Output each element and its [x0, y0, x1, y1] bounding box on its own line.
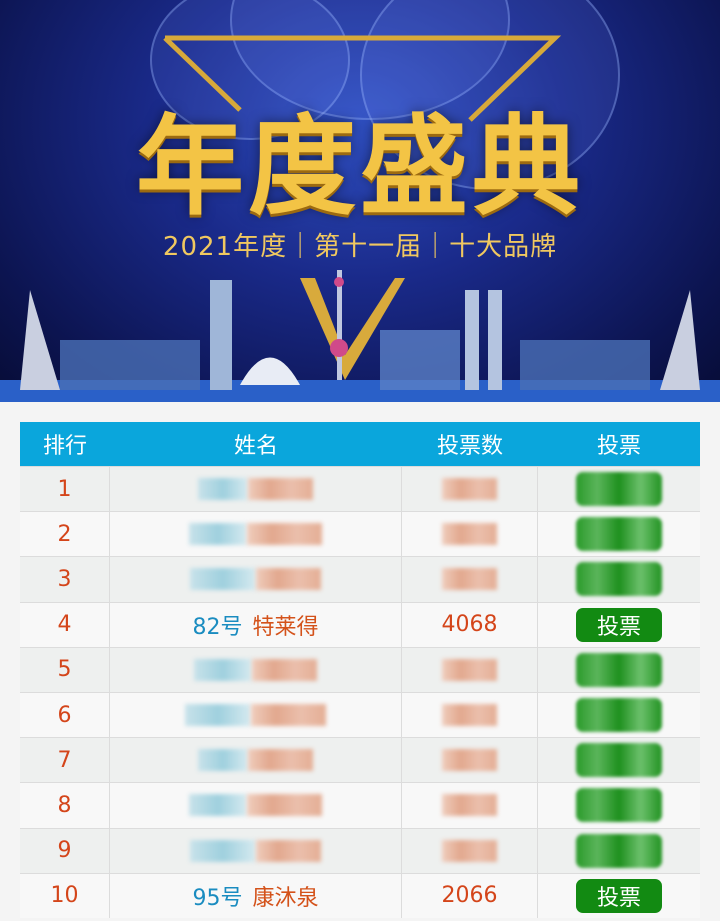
city-skyline-image	[0, 270, 720, 402]
rank: 4	[57, 612, 72, 638]
table-row: 9	[20, 827, 700, 873]
vote-button[interactable]	[576, 517, 662, 552]
header-vote: 投票	[596, 434, 641, 459]
votes-cell-blurred	[402, 467, 538, 512]
name-cell-blurred	[110, 467, 402, 512]
table-row: 8	[20, 782, 700, 828]
banner-subtitle: 2021年度｜第十一届｜十大品牌	[162, 232, 558, 262]
vote-button[interactable]	[576, 788, 662, 823]
flower-petal-decoration	[150, 0, 350, 140]
header-rank: 排行	[42, 434, 87, 459]
name-cell-blurred	[110, 692, 402, 738]
vote-count: 2066	[441, 883, 498, 909]
votes-cell-blurred	[402, 647, 538, 692]
rank: 8	[57, 792, 72, 818]
table-row: 4 82号 特莱得 4068 投票	[20, 601, 700, 647]
header-name: 姓名	[233, 434, 278, 459]
name-cell-blurred	[110, 828, 402, 873]
header-votes: 投票数	[436, 434, 503, 459]
votes-cell-blurred	[402, 783, 538, 828]
rank: 6	[57, 702, 72, 728]
table-row: 5	[20, 646, 700, 692]
name-cell-blurred	[110, 647, 402, 692]
name-cell-blurred	[110, 738, 402, 783]
table-header: 排行 姓名 投票数 投票	[20, 422, 700, 466]
candidate-name: 特莱得	[252, 614, 319, 640]
vote-button[interactable]	[576, 652, 662, 687]
table-row: 6	[20, 691, 700, 738]
votes-cell-blurred	[402, 512, 538, 557]
name-cell-blurred	[110, 512, 402, 557]
vote-count: 4068	[441, 612, 498, 638]
name-cell-blurred	[110, 783, 402, 828]
candidate-number: 82号	[192, 614, 243, 640]
banner-title: 年度盛典	[135, 104, 584, 230]
vote-button[interactable]: 投票	[576, 878, 662, 913]
vote-button[interactable]	[576, 562, 662, 597]
table-row: 1	[20, 466, 700, 512]
vote-button[interactable]: 投票	[576, 607, 662, 642]
table-row: 2	[20, 511, 700, 557]
candidate-name: 康沐泉	[252, 885, 319, 911]
rank: 5	[57, 657, 72, 683]
table-row: 7	[20, 737, 700, 783]
rank: 3	[57, 566, 72, 592]
gold-frame-decoration	[163, 35, 562, 380]
vote-button[interactable]	[576, 743, 662, 778]
rank: 9	[57, 838, 72, 864]
candidate-number: 95号	[192, 885, 243, 911]
vote-button[interactable]	[576, 472, 662, 507]
votes-cell-blurred	[402, 738, 538, 783]
votes-cell-blurred	[402, 557, 538, 602]
flower-petal-decoration	[360, 0, 620, 190]
votes-cell-blurred	[402, 692, 538, 738]
vote-button[interactable]	[576, 698, 662, 733]
vote-button[interactable]	[576, 833, 662, 868]
rank: 2	[57, 521, 72, 547]
banner: 年度盛典 2021年度｜第十一届｜十大品牌	[0, 0, 720, 402]
rank: 10	[50, 883, 79, 909]
rank: 7	[57, 747, 72, 773]
table-row: 10 95号 康沐泉 2066 投票	[20, 872, 700, 918]
name-cell-blurred	[110, 557, 402, 602]
ranking-table: 排行 姓名 投票数 投票 1 2 3 4 82号 特莱得 4068 投票 5 6 7 8 9 10 95号康…	[20, 422, 700, 918]
votes-cell-blurred	[402, 828, 538, 873]
rank: 1	[57, 476, 72, 502]
table-row: 3	[20, 556, 700, 602]
